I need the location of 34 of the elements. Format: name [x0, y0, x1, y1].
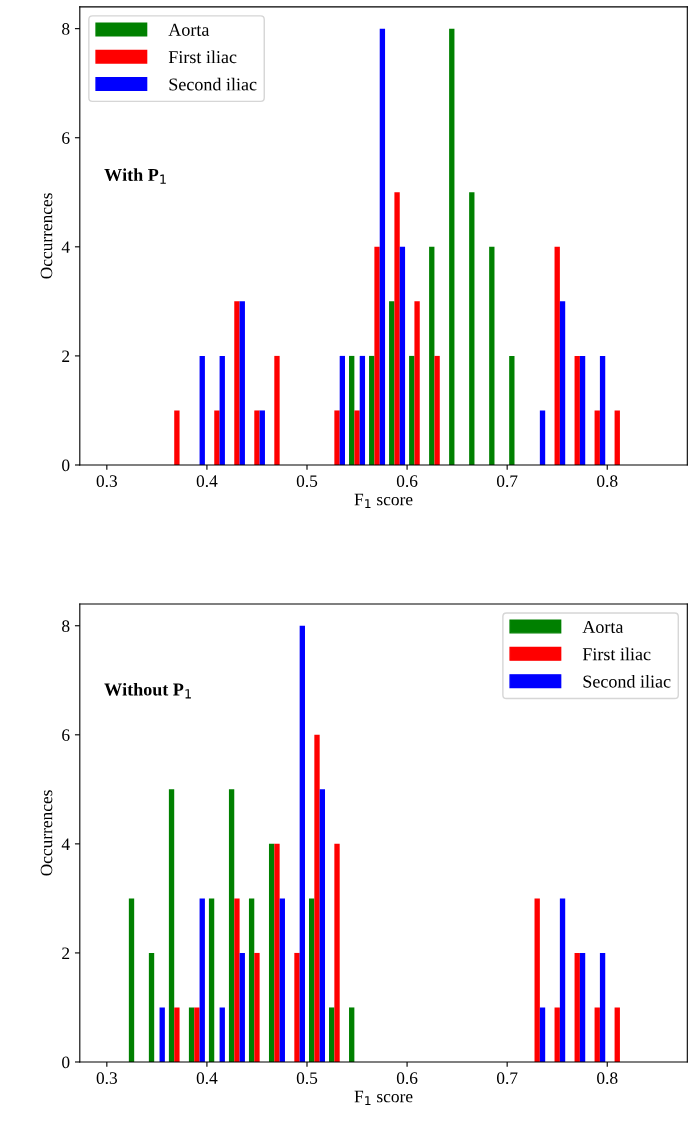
y-tick-label: 8	[62, 620, 70, 632]
x-tick-label: 0.6	[396, 475, 418, 487]
x-tick-label: 0.4	[196, 475, 218, 487]
annotation: Without P$_{1}$	[104, 682, 191, 699]
legend-label: First iliac	[168, 50, 237, 64]
x-tick-label: 0.3	[96, 475, 117, 487]
legend-label: First iliac	[582, 647, 651, 661]
y-tick-label: 0	[62, 459, 70, 472]
y-tick-label: 2	[62, 947, 70, 959]
x-axis-title: F$_{1}$ score	[354, 493, 413, 509]
x-tick-label: 0.8	[597, 1072, 618, 1084]
x-tick-label: 0.5	[296, 1072, 318, 1084]
legend-label: Second iliac	[583, 674, 671, 688]
y-axis-title: Occurrences	[40, 790, 53, 876]
x-tick-label: 0.8	[597, 475, 618, 487]
annotation: With P$_{1}$	[104, 168, 166, 184]
legend-label: Aorta	[582, 620, 624, 633]
x-tick-label: 0.5	[296, 475, 318, 487]
x-tick-label: 0.7	[496, 1072, 518, 1084]
x-tick-label: 0.3	[96, 1072, 117, 1084]
y-tick-label: 8	[62, 23, 70, 35]
y-tick-label: 6	[62, 729, 70, 741]
legend-label: Second iliac	[169, 77, 257, 91]
y-tick-label: 2	[62, 350, 70, 362]
y-axis-title: Occurrences	[40, 193, 53, 279]
y-tick-label: 4	[61, 241, 70, 253]
x-tick-label: 0.7	[496, 475, 518, 487]
x-tick-label: 0.4	[196, 1072, 218, 1084]
x-axis-title: F$_{1}$ score	[354, 1090, 413, 1106]
legend-label: Aorta	[168, 23, 210, 36]
y-tick-label: 0	[62, 1056, 70, 1069]
y-tick-label: 4	[61, 838, 70, 850]
x-tick-label: 0.6	[396, 1072, 418, 1084]
y-tick-label: 6	[62, 132, 70, 144]
